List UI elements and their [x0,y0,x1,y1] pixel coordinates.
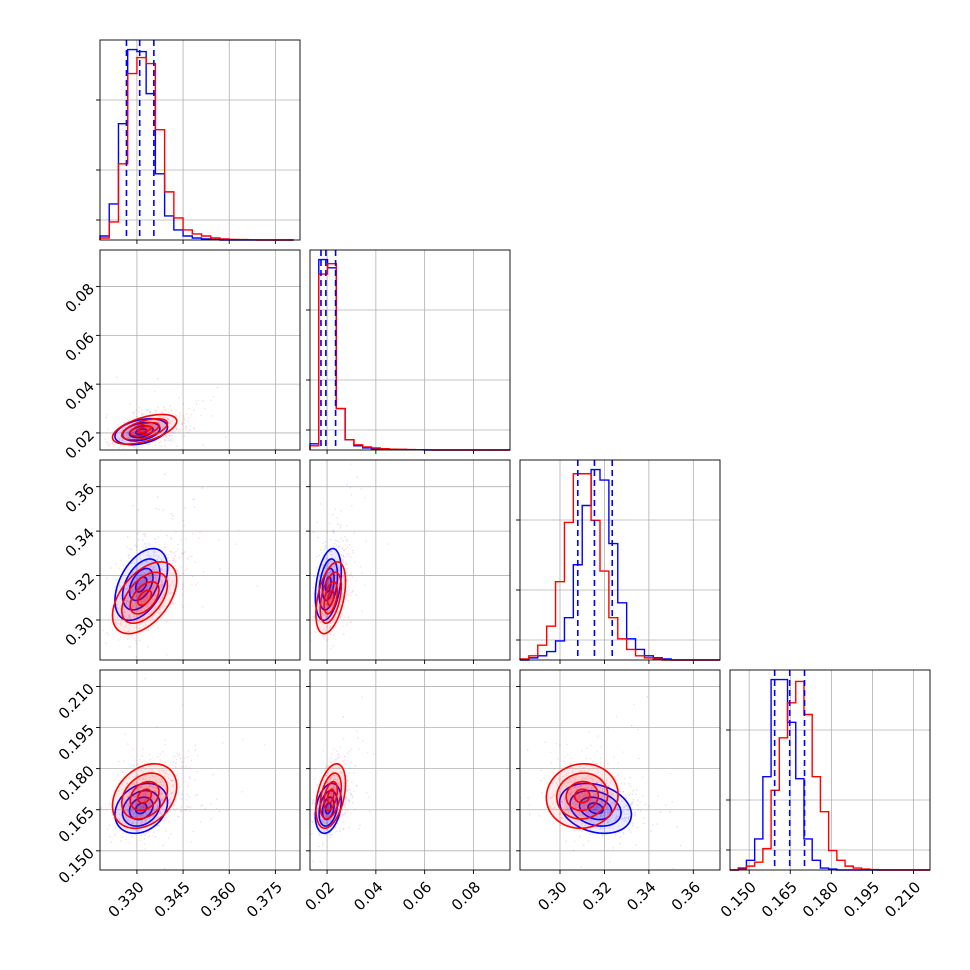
scatter-points-red [104,391,215,450]
contour-line-blue [114,782,169,835]
contour-line-red [129,580,160,615]
contour-line-red [120,417,169,441]
density-fill-red [566,781,599,811]
panel-background [100,40,300,240]
panel-background [310,250,510,450]
scatter-panel-2-1 [306,459,511,664]
contour-line-red [120,772,169,820]
density-fill-red [137,789,152,803]
panel-border [99,249,301,451]
contour-line-red [137,425,153,434]
panel-content [310,463,390,650]
contour-line-red [120,571,169,625]
panel-border [309,669,511,871]
scatter-points-blue [310,476,367,636]
contour-line-blue [314,547,343,622]
panel-background [100,670,300,870]
density-fill-blue [588,803,604,814]
scatter-points-red [310,463,390,650]
contour-line-blue [314,782,343,835]
panel-border [99,459,301,661]
density-fill-red [574,789,590,803]
contour-line-red [129,780,160,812]
contour-line-red [565,780,600,812]
contour-line-red [319,772,343,820]
density-fill-red [121,572,168,624]
histogram-panel-2 [516,459,721,664]
contour-line-blue [558,782,633,835]
panel-background [100,250,300,450]
scatter-panel-1-0 [96,249,301,454]
panels [96,39,931,874]
density-fill-blue [114,783,168,834]
density-fill-red [137,426,152,433]
panel-content [310,696,375,863]
panel-background [730,670,930,870]
contour-line-red [323,780,339,812]
panel-border [99,669,301,871]
histogram-panel-3 [726,669,931,874]
contour-line-blue [578,796,613,821]
histogram-red [730,680,930,871]
panel-content [100,677,266,870]
density-fill-red [112,414,177,445]
contour-line-blue [587,802,604,815]
contour-line-red [545,762,619,830]
panel-border [309,459,511,661]
histogram-blue [520,468,720,661]
panel-content [104,376,227,450]
panel-background [520,670,720,870]
contour-line-blue [134,428,148,436]
density-fill-blue [129,797,153,820]
scatter-panel-3-0 [96,669,301,874]
panel-background [310,460,510,660]
density-fill-red [112,561,177,634]
contour-line-red [111,413,178,445]
contour-line-red [111,561,178,635]
scatter-points-red [100,677,266,850]
panel-content [102,473,258,658]
contour-line-red [137,788,153,804]
histogram-panel-1 [306,249,511,454]
contour-line-red [573,788,591,804]
panel-border [729,669,931,871]
density-fill-red [130,422,159,436]
panel-content [520,696,682,870]
density-fill-blue [579,797,612,820]
panel-background [100,460,300,660]
density-fill-red [112,763,177,829]
scatter-points-red [314,696,371,863]
contour-line-red [315,561,347,635]
contour-line-red [326,788,335,804]
panel-background [520,460,720,660]
density-fill-red [315,763,346,829]
contour-line-red [129,421,160,437]
density-fill-red [556,773,608,819]
scatter-panel-3-1 [306,669,511,874]
contour-line-red [137,589,153,607]
density-fill-red [130,581,159,614]
contour-line-red [323,580,339,615]
histogram-panel-0 [96,39,301,244]
density-fill-red [121,418,168,440]
contour-line-red [319,571,343,625]
panel-border [519,459,721,661]
contour-line-red [111,762,178,830]
contour-line-red [315,762,347,830]
contour-line-blue [128,567,154,602]
panel-border [99,39,301,241]
panel-border [309,249,511,451]
scatter-panel-3-2 [516,669,721,874]
panel-border [519,669,721,871]
scatter-panel-2-0 [96,459,301,664]
contour-line-red [326,589,335,607]
density-fill-red [130,781,159,811]
density-fill-blue [559,783,632,834]
contour-line-red [555,772,609,820]
